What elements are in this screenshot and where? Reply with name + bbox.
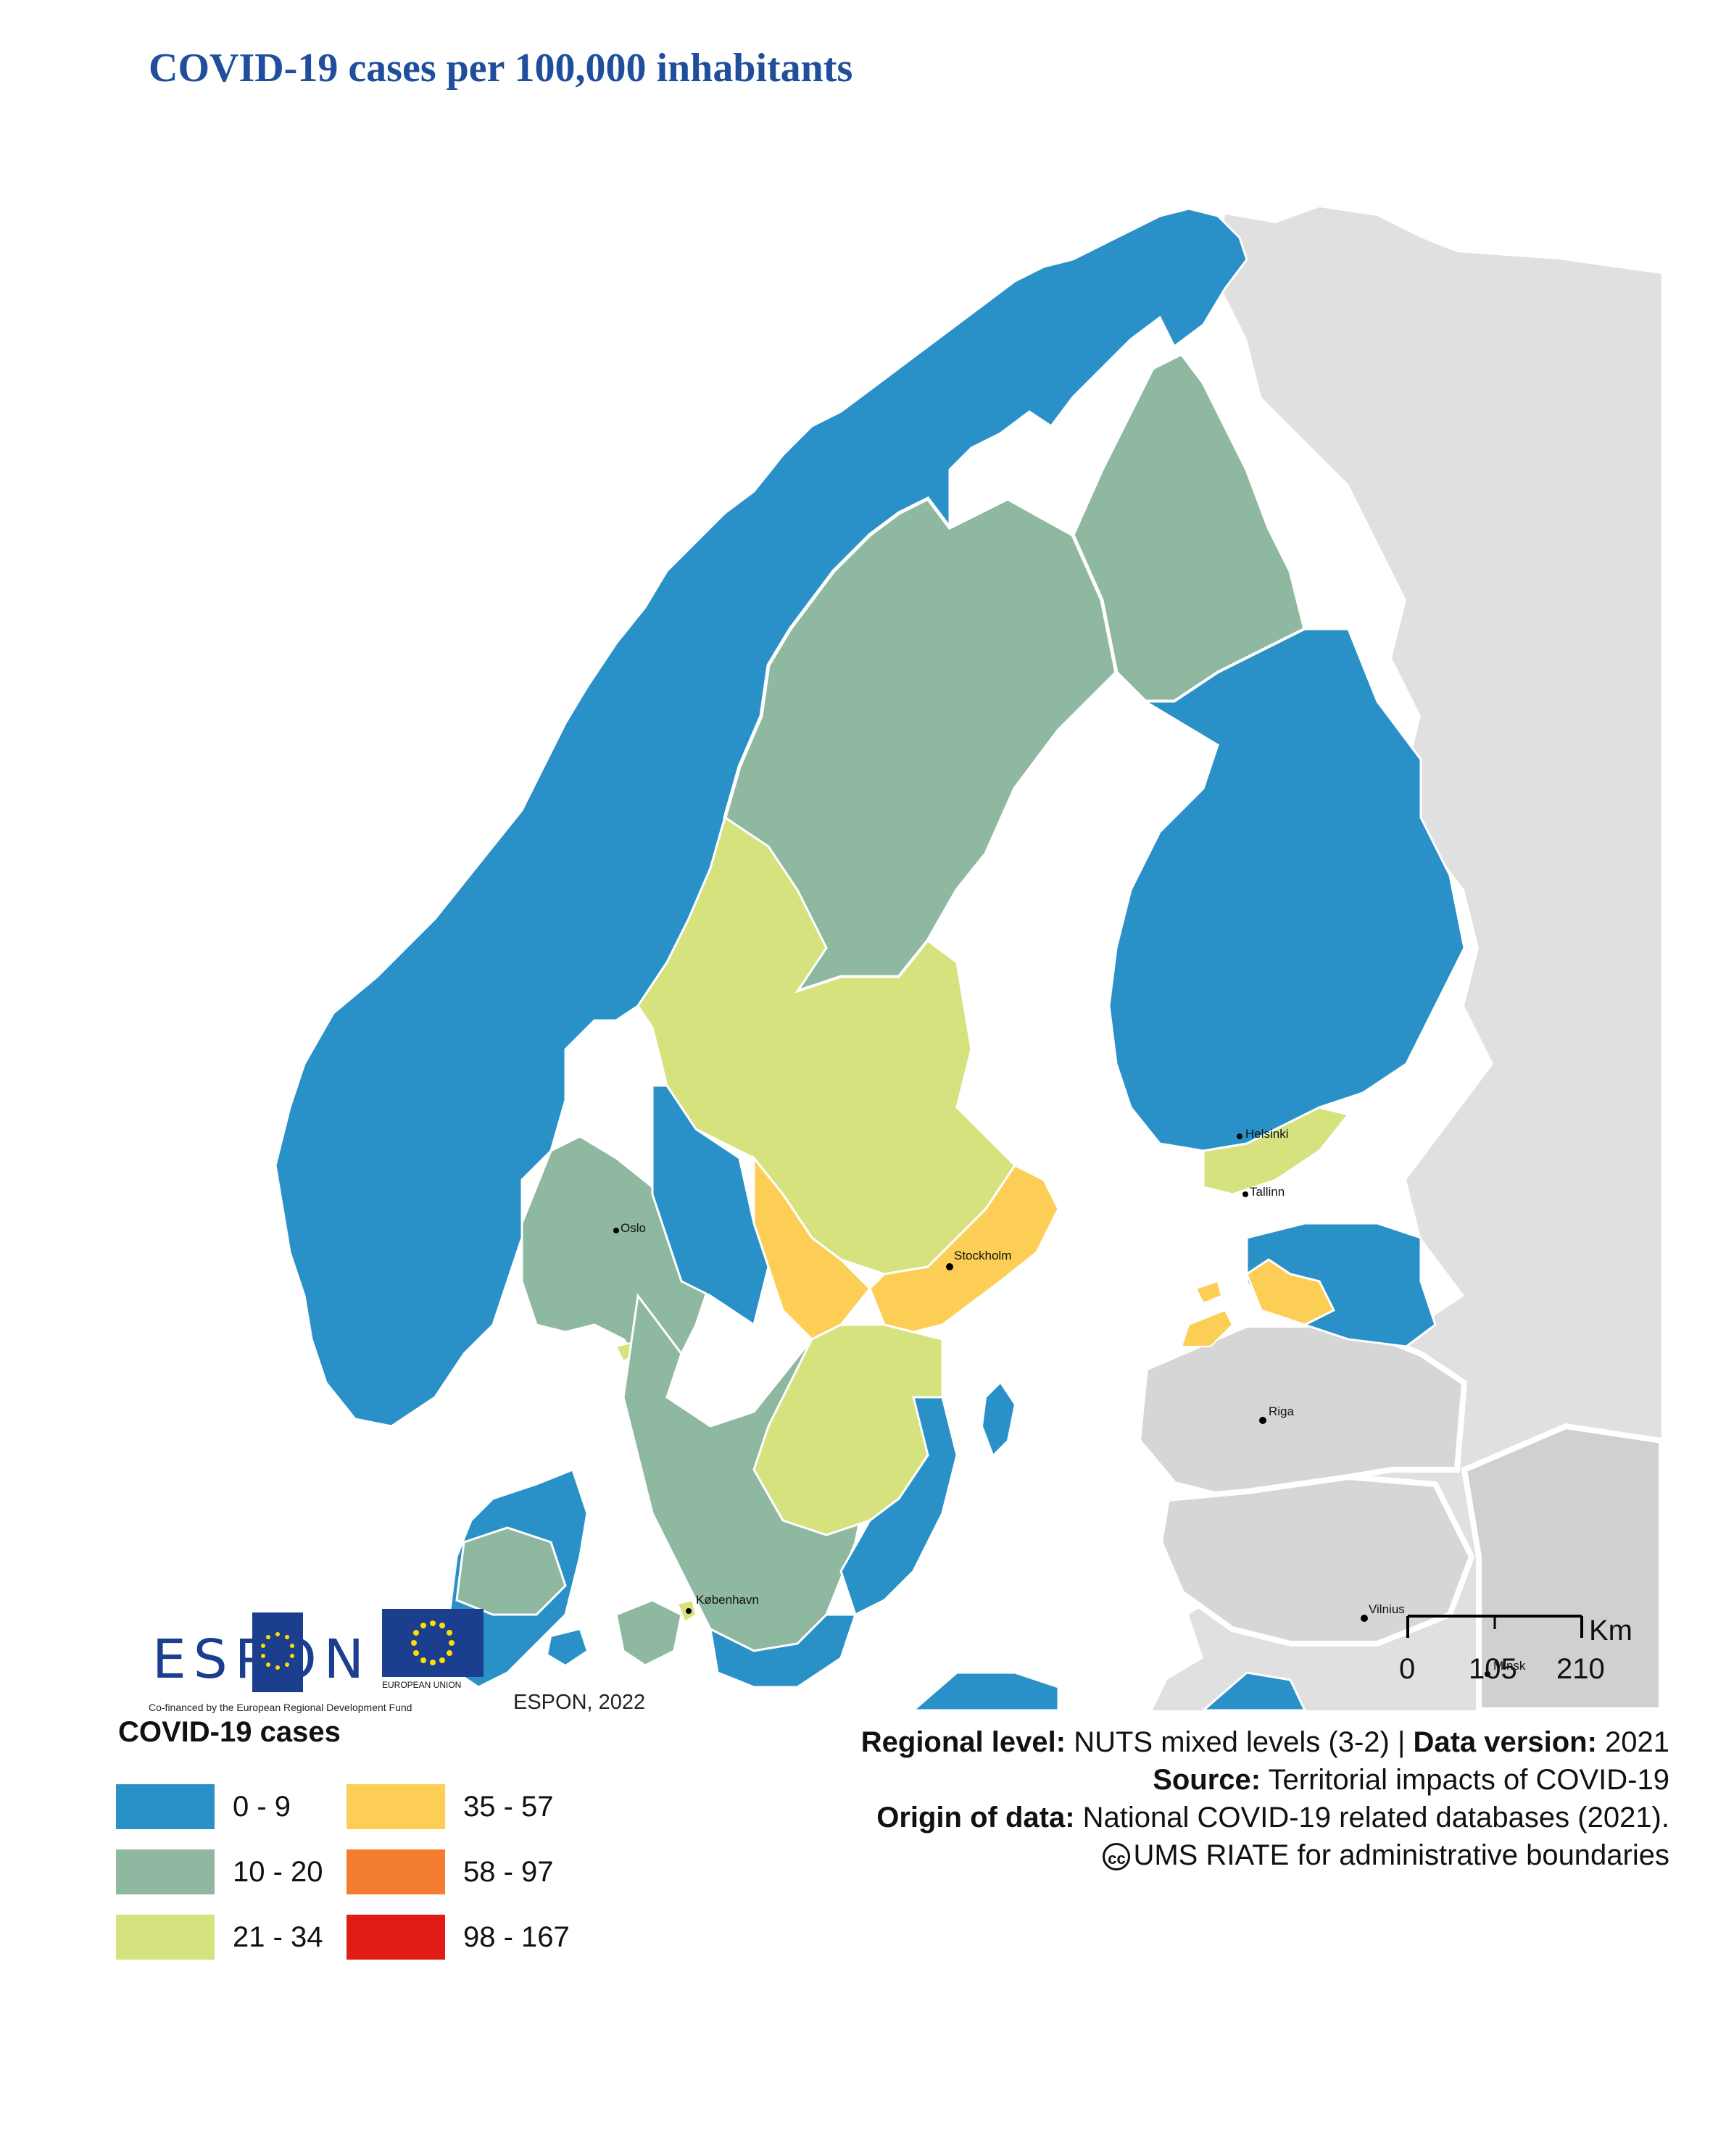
city-tallinn: Tallinn (1242, 1185, 1285, 1199)
legend-item: 0 - 9 (116, 1783, 291, 1831)
regional-level-line: Regional level: NUTS mixed levels (3-2) … (860, 1726, 1669, 1758)
eu-flag-icon (252, 1612, 303, 1692)
sweden-east-coast-region (839, 1396, 958, 1617)
legend-swatch (116, 1849, 215, 1894)
legend-swatch (347, 1915, 445, 1960)
city-vilnius: Vilnius (1361, 1602, 1405, 1622)
legend-label: 35 - 57 (463, 1790, 554, 1823)
baltic-south-coast-region (911, 1671, 1060, 1710)
scale-tick-0: 0 (1399, 1653, 1415, 1685)
scale-tick-105: 105 (1469, 1653, 1517, 1685)
estonia-west-region (1245, 1258, 1336, 1326)
svg-text:Helsinki: Helsinki (1245, 1127, 1289, 1141)
scale-tick-210: 210 (1556, 1653, 1605, 1685)
svg-text:Tallinn: Tallinn (1250, 1185, 1285, 1199)
city-kobenhavn: København (686, 1593, 759, 1614)
svg-text:Minsk: Minsk (1493, 1659, 1526, 1673)
city-oslo: Oslo (613, 1221, 646, 1235)
map-frame: Helsinki Tallinn Oslo Stockholm Riga Køb… (116, 194, 1661, 1710)
eu-caption: EUROPEAN UNION (382, 1680, 462, 1690)
legend-item: 58 - 97 (347, 1848, 554, 1896)
belarus-landmass (1461, 1423, 1661, 1710)
legend-swatch (116, 1784, 215, 1829)
svg-text:Stockholm: Stockholm (954, 1249, 1011, 1262)
logos-block: ESPON EUROPEAN UNION Co-financed by the … (149, 1605, 489, 1721)
finland-main-region (1108, 628, 1466, 1152)
gotland-island (981, 1381, 1016, 1457)
sweden-west-blue-region (651, 1084, 770, 1327)
hiiumaa-island (1195, 1280, 1223, 1304)
fund-caption: Co-financed by the European Regional Dev… (149, 1702, 412, 1713)
legend-label: 0 - 9 (233, 1790, 291, 1823)
svg-text:Vilnius: Vilnius (1369, 1602, 1405, 1616)
funen-island (546, 1628, 589, 1667)
sweden-skane-region (709, 1613, 858, 1689)
city-minsk: Minsk (1485, 1659, 1526, 1677)
svg-text:Riga: Riga (1269, 1404, 1295, 1418)
map-title: COVID-19 cases per 100,000 inhabitants (149, 46, 853, 91)
creative-commons-icon: cc (1103, 1843, 1131, 1871)
legend-label: 10 - 20 (233, 1855, 323, 1888)
russia-landmass (1153, 207, 1661, 1710)
source-line: Source: Territorial impacts of COVID-19 (1153, 1764, 1669, 1796)
saaremaa-island (1180, 1309, 1234, 1347)
legend-swatch (116, 1915, 215, 1960)
legend-swatch (347, 1784, 445, 1829)
boundaries-line: cc UMS RIATE for administrative boundarie… (861, 1836, 1669, 1874)
scale-bar: Km 0 105 210 (1399, 1615, 1632, 1685)
lithuania-landmass (1156, 1473, 1475, 1647)
choropleth-map: Helsinki Tallinn Oslo Stockholm Riga Køb… (274, 207, 1661, 1710)
origin-line: Origin of data: National COVID-19 relate… (876, 1802, 1669, 1834)
stockholm-region (868, 1164, 1060, 1333)
city-stockholm: Stockholm (946, 1249, 1011, 1270)
klaipeda-region (1201, 1671, 1306, 1710)
svg-text:København: København (696, 1593, 759, 1607)
scale-unit: Km (1589, 1615, 1632, 1647)
helsinki-region (1202, 1106, 1350, 1196)
legend-title: COVID-19 cases (118, 1716, 341, 1748)
credit-text: ESPON, 2022 (513, 1691, 646, 1714)
legend-item: 35 - 57 (347, 1783, 554, 1831)
city-helsinki: Helsinki (1237, 1127, 1289, 1141)
legend-label: 98 - 167 (463, 1920, 570, 1953)
legend-item: 98 - 167 (347, 1913, 570, 1961)
latvia-landmass (1134, 1322, 1468, 1502)
legend-swatch (347, 1849, 445, 1894)
svg-text:Oslo: Oslo (621, 1221, 646, 1235)
metadata-block: Regional level: NUTS mixed levels (3-2) … (861, 1723, 1669, 1874)
legend-label: 21 - 34 (233, 1920, 323, 1953)
legend-item: 10 - 20 (116, 1848, 323, 1896)
city-riga: Riga (1259, 1404, 1295, 1424)
legend-item: 21 - 34 (116, 1913, 323, 1961)
legend-label: 58 - 97 (463, 1855, 554, 1888)
zealand-region (615, 1599, 683, 1667)
jutland-middle-region (455, 1526, 567, 1616)
legend: 0 - 9 10 - 20 21 - 34 35 - 57 58 - 97 98… (116, 1783, 623, 1971)
european-union-flag-icon (382, 1609, 484, 1677)
